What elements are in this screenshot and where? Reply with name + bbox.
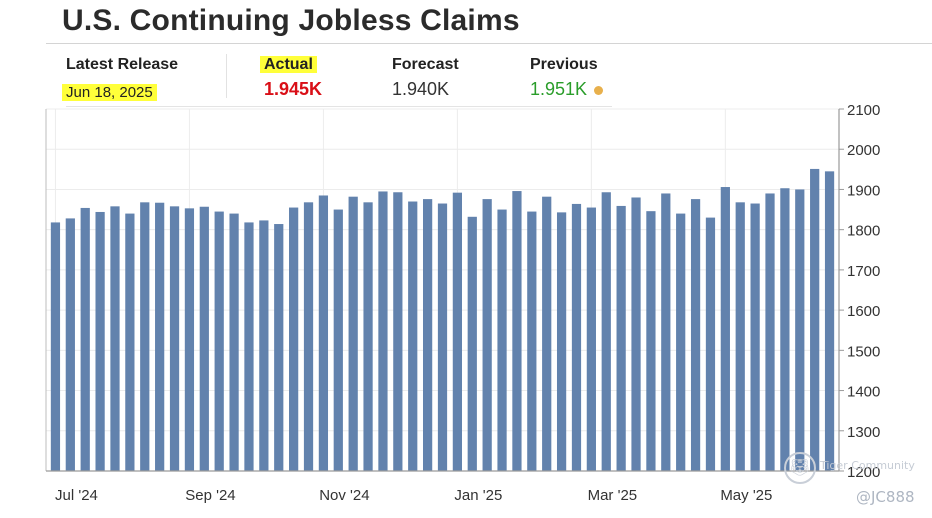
previous-label: Previous bbox=[530, 56, 598, 73]
forecast-stat: Forecast 1.940K bbox=[392, 53, 459, 101]
bar bbox=[140, 202, 150, 471]
bar bbox=[646, 211, 656, 472]
bar bbox=[363, 202, 373, 471]
bar bbox=[80, 207, 90, 472]
forecast-value: 1.940K bbox=[392, 79, 450, 99]
forecast-label: Forecast bbox=[392, 56, 459, 73]
chart-title: U.S. Continuing Jobless Claims bbox=[62, 4, 520, 37]
latest-release-label: Latest Release bbox=[66, 56, 179, 73]
bar bbox=[750, 203, 760, 471]
bar bbox=[542, 196, 552, 471]
bar bbox=[289, 207, 299, 472]
tiger-logo-icon: 🐯︎ bbox=[784, 452, 816, 484]
bar bbox=[393, 192, 403, 471]
bar bbox=[527, 211, 537, 472]
y-tick-label: 2100 bbox=[847, 102, 880, 119]
chart-bars bbox=[50, 168, 835, 472]
bar bbox=[661, 193, 671, 471]
y-tick-label: 1700 bbox=[847, 263, 880, 280]
bar bbox=[616, 205, 626, 472]
bar bbox=[780, 188, 790, 471]
bar bbox=[110, 206, 120, 472]
watermark: 🐯︎ Tiger Community @JC888 bbox=[784, 452, 924, 508]
actual-value: 1.945K bbox=[264, 79, 323, 99]
bar bbox=[601, 192, 611, 471]
x-tick-label: May '25 bbox=[720, 487, 772, 504]
bar bbox=[482, 199, 492, 471]
previous-indicator-dot bbox=[594, 85, 604, 95]
bar bbox=[259, 220, 269, 471]
x-tick-label: Sep '24 bbox=[185, 487, 235, 504]
bar bbox=[348, 196, 358, 471]
bar bbox=[65, 218, 75, 471]
y-tick-label: 1200 bbox=[847, 464, 880, 481]
chart-axes bbox=[45, 108, 844, 472]
bar bbox=[422, 199, 433, 471]
y-tick-label: 1500 bbox=[847, 343, 880, 360]
x-axis-labels: Jul '24 Sep '24 Nov '24 Jan '25 Mar '25 May '… bbox=[55, 487, 772, 504]
actual-stat: Actual 1.945K bbox=[260, 53, 322, 101]
latest-release-stat: Latest Release Jun 18, 2025 bbox=[62, 53, 179, 105]
bar bbox=[586, 207, 596, 472]
y-tick-label: 1400 bbox=[847, 384, 880, 401]
y-axis-labels: 1200 1300 1400 1500 1600 1700 1800 1900 2000 2100 bbox=[847, 102, 880, 481]
latest-release-value: Jun 18, 2025 bbox=[62, 84, 157, 101]
previous-stat: Previous 1.951K bbox=[530, 53, 604, 101]
bar bbox=[497, 209, 507, 472]
bar bbox=[214, 211, 224, 472]
y-tick-label: 1300 bbox=[847, 424, 880, 441]
bar bbox=[244, 222, 254, 471]
stats-divider bbox=[66, 106, 612, 107]
bar bbox=[765, 193, 775, 471]
bar bbox=[184, 208, 195, 472]
previous-value: 1.951K bbox=[530, 79, 588, 99]
y-tick-label: 1900 bbox=[847, 182, 880, 199]
bar bbox=[467, 216, 477, 471]
bar bbox=[735, 202, 745, 471]
x-tick-label: Nov '24 bbox=[319, 487, 369, 504]
watermark-handle: @JC888 bbox=[856, 488, 915, 506]
bar bbox=[378, 191, 388, 471]
bar bbox=[333, 209, 343, 472]
bar bbox=[705, 217, 716, 471]
bar bbox=[795, 189, 805, 471]
bar bbox=[690, 199, 701, 471]
bar bbox=[229, 213, 239, 472]
stats-separator bbox=[226, 54, 227, 98]
bar bbox=[199, 206, 209, 472]
actual-label: Actual bbox=[260, 56, 317, 73]
bar bbox=[556, 212, 567, 472]
bar bbox=[169, 206, 180, 472]
x-tick-label: Jul '24 bbox=[55, 487, 98, 504]
bar bbox=[303, 202, 314, 471]
bar bbox=[452, 192, 463, 471]
y-tick-label: 1600 bbox=[847, 303, 880, 320]
bar bbox=[720, 187, 730, 471]
bar bbox=[274, 224, 284, 471]
y-tick-label: 2000 bbox=[847, 142, 880, 159]
x-tick-label: Jan '25 bbox=[454, 487, 502, 504]
bar bbox=[50, 222, 61, 471]
bar bbox=[125, 213, 135, 472]
bar bbox=[318, 195, 329, 471]
bar bbox=[571, 203, 582, 471]
x-tick-label: Mar '25 bbox=[588, 487, 638, 504]
bar bbox=[512, 191, 522, 471]
bar bbox=[437, 203, 448, 471]
bar bbox=[408, 201, 418, 471]
bar bbox=[155, 202, 165, 471]
bar bbox=[95, 211, 105, 472]
title-divider bbox=[46, 43, 932, 44]
y-tick-label: 1800 bbox=[847, 223, 880, 240]
bar bbox=[676, 213, 686, 472]
watermark-name: Tiger Community bbox=[820, 459, 915, 472]
bar bbox=[631, 197, 641, 471]
bar bbox=[824, 171, 835, 471]
bar bbox=[810, 168, 820, 472]
stats-bar: Latest Release Jun 18, 2025 Actual 1.945… bbox=[0, 50, 932, 107]
